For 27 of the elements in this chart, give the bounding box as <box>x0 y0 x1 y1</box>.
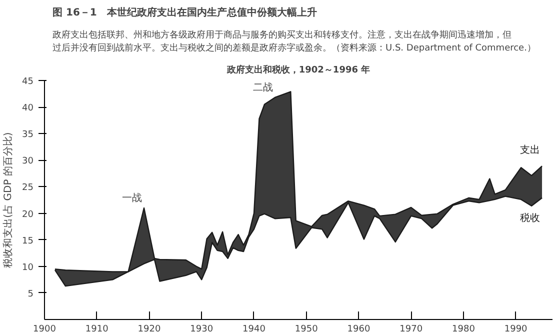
y-tick-label: 45 <box>22 77 34 87</box>
x-tick-label: 1910 <box>85 324 109 334</box>
x-tick-label: 1990 <box>504 324 528 334</box>
x-tick-label: 1900 <box>33 324 56 334</box>
x-tick-label: 1920 <box>138 324 161 334</box>
x-tick-label: 1980 <box>452 324 476 334</box>
series-label: 税收 <box>520 212 540 224</box>
annotation: 一战 <box>122 192 142 204</box>
x-tick-label: 1940 <box>242 324 266 334</box>
x-tick-label: 1960 <box>347 324 370 334</box>
chart-subtitle: 政府支出包括联邦、州和地方各级政府用于商品与服务的购买支出和转移支付。注意，支出在战争期间迅速增加，但过后并没有回到战前水平。支出与税收之间的差额是政府赤字或盈余。（资料来源：U.S. Department of Commerce.） <box>52 30 536 54</box>
chart-title: 图 16－1 本世纪政府支出在国内生产总值中份额大幅上升 <box>52 6 317 18</box>
y-tick-label: 40 <box>22 104 34 114</box>
y-tick-label: 10 <box>22 262 34 273</box>
y-tick-label: 30 <box>22 156 34 167</box>
y-axis-title: 税收和支出(占 GDP 的百分比) <box>2 132 14 268</box>
y-tick-label: 5 <box>28 289 34 300</box>
x-tick-label: 1950 <box>294 324 318 334</box>
x-tick-label: 1970 <box>400 324 423 334</box>
y-tick-label: 15 <box>22 236 34 246</box>
x-tick-label: 1930 <box>190 324 214 334</box>
series-label: 支出 <box>520 144 540 156</box>
y-tick-label: 35 <box>22 130 34 140</box>
text: 政府支出和税收，1902～1996 年 <box>226 64 370 76</box>
y-tick-label: 20 <box>22 210 34 220</box>
y-tick-label: 25 <box>22 183 34 194</box>
annotation: 二战 <box>252 81 273 94</box>
